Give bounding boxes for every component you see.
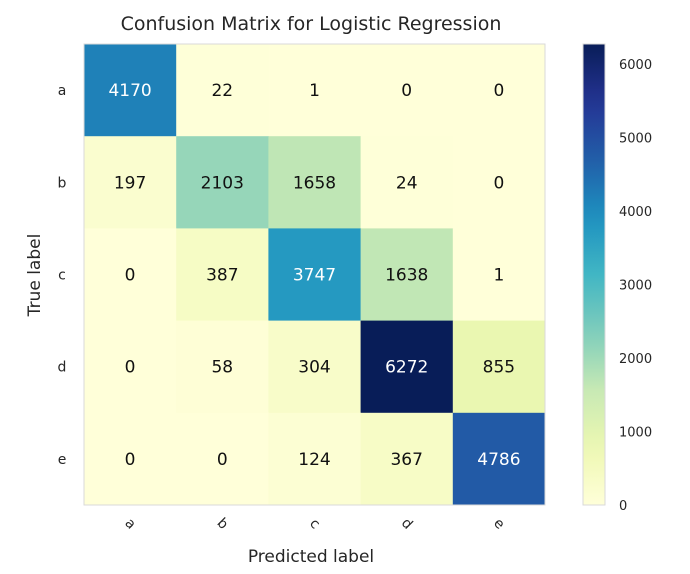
- heatmap-cells: 4170 22 1 0 0 197 2103 1658 24 0 0 387 3747 1638 1 0 58 3…: [84, 44, 546, 506]
- heatmap-cell: [360, 412, 454, 506]
- cell-value-label: 1658: [293, 173, 336, 193]
- heatmap-cell: [360, 44, 454, 137]
- colorbar-ticks: 0 1000 2000 3000 4000 5000 6000: [619, 58, 652, 514]
- cell-value-label: 855: [483, 358, 515, 378]
- heatmap-cell: [268, 320, 362, 414]
- x-tick-label: c: [306, 516, 323, 533]
- heatmap-cell: [452, 228, 546, 322]
- heatmap-cell: [452, 412, 546, 506]
- cell-value-label: 0: [125, 450, 136, 470]
- heatmap-cell: [176, 44, 269, 137]
- y-tick-label: d: [58, 360, 67, 376]
- cell-value-label: 4786: [477, 450, 520, 470]
- cell-value-label: 6272: [385, 358, 428, 378]
- heatmap-cell: [176, 136, 269, 229]
- colorbar-tick-label: 1000: [619, 425, 652, 440]
- heatmap-cell: [176, 320, 269, 414]
- x-tick-label: e: [490, 515, 507, 532]
- heatmap-cell: [84, 320, 177, 414]
- heatmap-cell: [84, 228, 177, 322]
- cell-value-label: 24: [396, 173, 418, 193]
- colorbar-tick-label: 5000: [619, 131, 652, 146]
- cell-value-label: 1638: [385, 266, 428, 286]
- y-tick-labels: a b c d e: [58, 83, 67, 468]
- heatmap-cell: [360, 228, 454, 322]
- plot-frame: [83, 43, 546, 506]
- heatmap-cell: [84, 412, 177, 506]
- cell-value-label: 1: [309, 81, 320, 101]
- cell-value-label: 0: [401, 81, 412, 101]
- heatmap-cell: [360, 320, 454, 414]
- colorbar-tick-label: 6000: [619, 58, 652, 73]
- cell-value-label: 124: [298, 450, 330, 470]
- x-tick-label: d: [398, 515, 416, 533]
- cell-value-label: 0: [125, 358, 136, 378]
- y-tick-label: c: [58, 268, 66, 284]
- y-axis-label: True label: [25, 234, 45, 318]
- cell-value-label: 0: [493, 81, 504, 101]
- heatmap-cell: [84, 44, 177, 137]
- heatmap-cell: [176, 412, 269, 506]
- cell-value-label: 387: [206, 266, 238, 286]
- heatmap-cell: [268, 412, 362, 506]
- heatmap-cell: [176, 228, 269, 322]
- cell-value-label: 22: [211, 81, 233, 101]
- cell-value-label: 197: [114, 173, 146, 193]
- cell-value-label: 1: [493, 266, 504, 286]
- cell-value-label: 4170: [108, 81, 151, 101]
- colorbar-tick-label: 0: [619, 499, 627, 514]
- cell-value-label: 2103: [201, 173, 244, 193]
- cell-value-label: 0: [217, 450, 228, 470]
- heatmap-cell: [268, 228, 362, 322]
- y-tick-label: a: [58, 83, 67, 99]
- colorbar-tick-label: 4000: [619, 205, 652, 220]
- heatmap-cell: [452, 44, 546, 137]
- x-tick-label: a: [121, 515, 138, 532]
- heatmap-cell: [360, 136, 454, 229]
- x-tick-label: b: [213, 515, 231, 533]
- colorbar-tick-label: 2000: [619, 352, 652, 367]
- chart-title: Confusion Matrix for Logistic Regression: [121, 13, 502, 35]
- cell-value-label: 304: [298, 358, 330, 378]
- cell-value-label: 3747: [293, 266, 336, 286]
- heatmap-cell: [452, 136, 546, 229]
- x-tick-labels: a b c d e: [121, 515, 507, 533]
- colorbar-tick-label: 3000: [619, 278, 652, 293]
- cell-value-label: 0: [125, 266, 136, 286]
- y-tick-label: e: [58, 452, 67, 468]
- cell-value-label: 367: [390, 450, 422, 470]
- cell-value-label: 58: [211, 358, 233, 378]
- y-tick-label: b: [58, 175, 67, 191]
- heatmap-cell: [452, 320, 546, 414]
- heatmap-cell: [268, 136, 362, 229]
- heatmap-cell: [268, 44, 362, 137]
- cell-value-label: 0: [493, 173, 504, 193]
- heatmap-cell: [84, 136, 177, 229]
- colorbar: [582, 43, 606, 506]
- x-axis-label: Predicted label: [248, 547, 374, 567]
